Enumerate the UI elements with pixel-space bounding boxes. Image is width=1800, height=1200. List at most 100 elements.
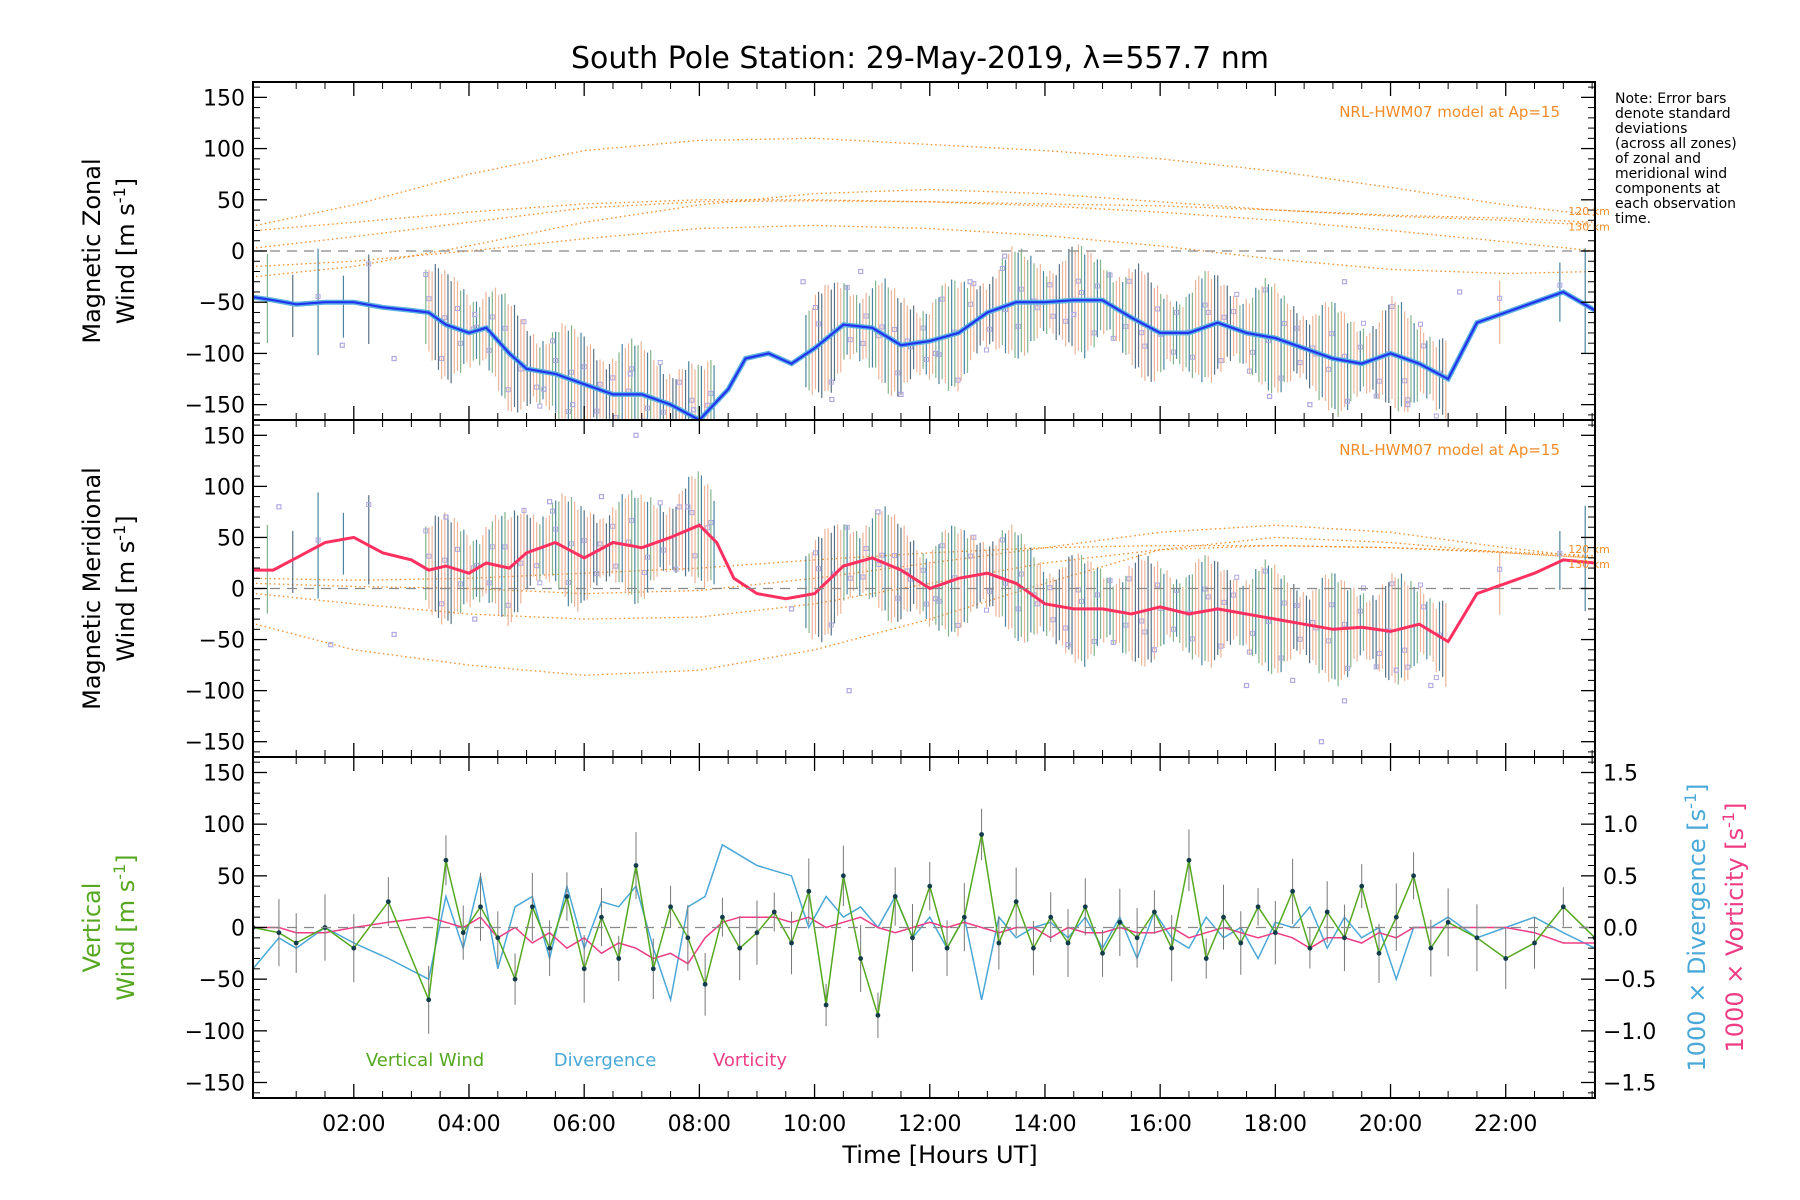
scatter-point [458,340,464,346]
scatter-point [426,296,432,302]
scatter-point [1405,402,1411,408]
scatter-point [1107,578,1113,584]
vertical-wind-point [927,883,933,889]
y-axis-label-close: ] [112,178,140,187]
scatter-point [1071,311,1077,318]
scatter-point [1002,253,1008,259]
vertical-wind-point [1186,857,1192,863]
y2-tick-label: 0.0 [1603,917,1638,942]
scatter-point [1034,601,1040,607]
scatter-point [423,528,429,534]
y2-tick-label: −1.5 [1603,1072,1656,1097]
model-curve [255,137,1595,227]
y-tick-label: −100 [185,342,245,367]
scatter-point [800,279,806,285]
scatter-point [1142,343,1148,349]
scatter-point [967,279,973,285]
scatter-point [968,301,974,307]
scatter-point [1497,566,1503,572]
panels: NRL-HWM07 model at Ap=15 120 km 130 km Magn… [78,81,1749,1137]
vertical-wind-point [858,956,864,961]
vorticity-line [253,916,1595,965]
vertical-wind-point [1532,940,1537,946]
vertical-wind-point [979,832,984,837]
vertical-wind-point [720,914,725,920]
vertical-wind-point [737,945,743,951]
scatter-point [987,326,993,332]
scatter-point [518,366,524,372]
scatter-point [443,514,449,520]
scatter-point [627,371,633,377]
y2-axis-label-close: ] [1683,783,1711,792]
vertical-wind-point [1203,956,1209,961]
vertical-wind-point [599,914,604,920]
note-line: deviations [1615,121,1687,137]
x-tick-label: 22:00 [1474,1112,1537,1137]
y-tick-label: −100 [185,680,245,705]
note-line: denote standard [1615,106,1731,122]
y-tick-label: 100 [203,475,245,500]
scatter-point [613,563,619,569]
vertical-wind-point [823,1002,829,1008]
scatter-point [1126,278,1132,284]
scatter-point [547,499,553,505]
scatter-point [570,402,576,408]
model-curve [255,188,1595,278]
scatter-point [581,364,587,370]
x-tick-label: 02:00 [322,1112,385,1137]
scatter-point [812,550,818,556]
scatter-point [1360,320,1366,326]
scatter-point [1221,314,1227,320]
vertical-wind-point [385,899,391,905]
scatter-point [1189,636,1195,642]
scatter-point [565,579,571,585]
vertical-wind-point [1134,935,1140,941]
vertical-wind-point [478,904,483,910]
scatter-point [1417,321,1423,327]
scatter-point [788,606,795,612]
scatter-point [1345,398,1351,404]
y-tick-label: −100 [185,1020,245,1045]
scatter-point [1307,402,1313,408]
vertical-wind-point [961,914,967,920]
scatter-point [1047,585,1053,591]
plot-area [253,432,1595,745]
scatter-point [1018,286,1024,292]
scatter-point [812,305,818,311]
scatter-point [1091,639,1097,645]
scatter-point [1155,582,1161,588]
note-line: Note: Error bars [1615,91,1726,107]
scatter-point [1015,606,1021,612]
scatter-point [597,381,603,387]
scatter-point [879,324,885,330]
scatter-point [1202,586,1208,592]
scatter-point [502,544,508,550]
scatter-point [1373,664,1379,670]
scatter-point [691,407,697,413]
scatter-point [1107,272,1113,278]
vertical-wind-point [426,997,432,1003]
scatter-point [1318,739,1325,745]
y-tick-label: 0 [231,240,245,265]
altitude-label: 120 km [1568,205,1610,218]
scatter-point [1278,655,1284,661]
scatter-point [1262,287,1268,293]
y-axis-label-sup: -1 [110,864,129,880]
note-line: time. [1615,211,1651,227]
y-tick-label: 50 [217,189,245,214]
y-axis-label-line2: Wind [m s-1] [110,515,140,661]
scatter-point [1341,621,1347,627]
scatter-point [641,569,647,575]
y-axis-label-unit: Wind [m s [112,203,140,324]
y-tick-label: 0 [231,578,245,603]
scatter-point [863,545,869,551]
vertical-wind-point [564,894,570,899]
y-axis-label-unit: Wind [m s [112,880,140,1001]
scatter-point [534,563,540,569]
y-tick-label: −150 [185,731,245,756]
vertical-wind-point [351,945,357,951]
note-line: (across all zones) [1615,136,1737,152]
scatter-point [657,500,663,506]
model-curve [255,200,1595,252]
x-tick-label: 20:00 [1359,1112,1422,1137]
